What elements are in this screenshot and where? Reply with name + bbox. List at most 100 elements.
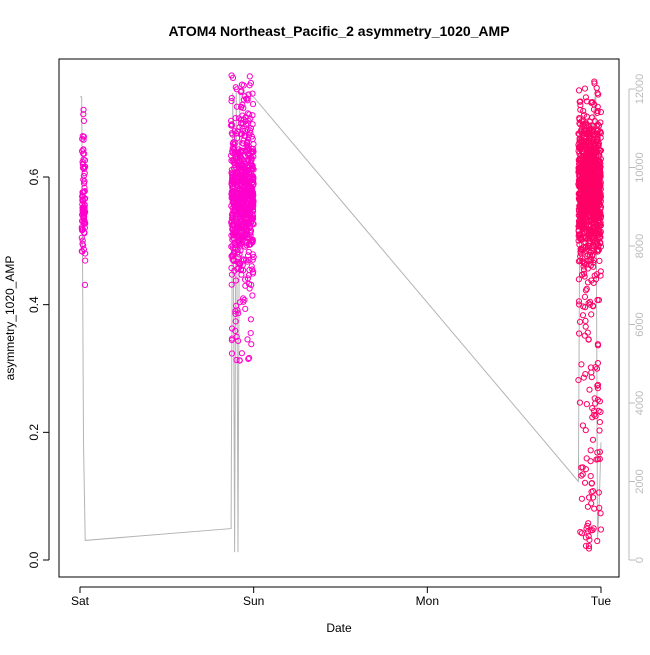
scatter-point bbox=[229, 245, 236, 252]
scatter-point bbox=[575, 177, 583, 184]
scatter-point bbox=[250, 145, 257, 152]
y2-tick-label: 10000 bbox=[634, 152, 646, 183]
y2-tick-label: 12000 bbox=[634, 74, 646, 105]
scatter-point bbox=[585, 131, 592, 138]
scatter-point bbox=[592, 413, 599, 420]
scatter-point bbox=[232, 115, 239, 122]
scatter-point bbox=[576, 301, 583, 308]
scatter-point bbox=[230, 258, 237, 265]
plot-layer bbox=[78, 72, 605, 553]
scatter-point bbox=[584, 156, 591, 163]
gray-line-series bbox=[80, 88, 602, 553]
scatter-point bbox=[247, 232, 254, 239]
scatter-point bbox=[593, 230, 600, 238]
scatter-point bbox=[584, 503, 592, 510]
scatter-point bbox=[240, 295, 247, 302]
scatter-point bbox=[244, 336, 251, 343]
scatter-point bbox=[584, 329, 591, 336]
scatter-point bbox=[581, 85, 589, 92]
scatter-point bbox=[580, 374, 587, 381]
scatter-point bbox=[243, 149, 250, 156]
scatter-point bbox=[229, 183, 236, 190]
scatter-point bbox=[593, 365, 601, 372]
scatter-point bbox=[595, 163, 602, 170]
scatter-point bbox=[228, 350, 236, 357]
x-tick-label: Sun bbox=[243, 594, 264, 608]
scatter-point bbox=[233, 186, 240, 193]
scatter-point bbox=[248, 149, 256, 156]
scatter-point bbox=[79, 201, 86, 208]
y-tick-label: 0.4 bbox=[27, 296, 41, 313]
scatter-point bbox=[590, 259, 597, 266]
scatter-point bbox=[578, 530, 586, 537]
scatter-point bbox=[239, 186, 246, 193]
scatter-point bbox=[239, 200, 246, 208]
scatter-point bbox=[596, 455, 603, 462]
scatter-point bbox=[578, 224, 585, 231]
scatter-point bbox=[249, 101, 257, 108]
scatter-point bbox=[597, 108, 605, 116]
scatter-point bbox=[578, 495, 586, 502]
scatter-point bbox=[592, 187, 599, 194]
scatter-point bbox=[594, 449, 601, 456]
scatter-point bbox=[595, 174, 602, 181]
y2-tick-label: 4000 bbox=[634, 391, 646, 415]
scatter-point bbox=[81, 184, 88, 191]
scatter-point bbox=[235, 195, 242, 202]
scatter-point bbox=[585, 336, 592, 343]
scatter-point bbox=[594, 385, 602, 392]
scatter-point bbox=[80, 180, 88, 187]
scatter-point bbox=[577, 248, 584, 255]
scatter-point bbox=[576, 330, 583, 337]
scatter-point bbox=[247, 79, 254, 87]
scatter-point bbox=[582, 427, 589, 434]
scatter-point bbox=[582, 542, 590, 550]
scatter-point bbox=[591, 118, 598, 125]
scatter-point bbox=[582, 466, 590, 473]
scatter-point bbox=[246, 256, 253, 263]
scatter-point bbox=[586, 229, 593, 236]
scatter-point bbox=[248, 189, 255, 196]
scatter-point bbox=[238, 104, 245, 111]
scatter-point bbox=[229, 226, 236, 233]
scatter-cluster-1 bbox=[228, 72, 257, 364]
scatter-point bbox=[240, 140, 247, 147]
scatter-point bbox=[248, 281, 255, 288]
scatter-point bbox=[597, 195, 604, 202]
scatter-point bbox=[581, 203, 588, 210]
scatter-point bbox=[586, 298, 594, 305]
axis-layer: 0.0 0.2 0.4 0.6 Sat Sun Mon Tue 0 2000 4000 6000 800… bbox=[27, 58, 646, 608]
scatter-point bbox=[249, 173, 257, 180]
scatter-point bbox=[247, 330, 254, 337]
scatter-point bbox=[242, 276, 249, 283]
scatter-point bbox=[583, 455, 590, 462]
scatter-point bbox=[597, 192, 604, 199]
scatter-point bbox=[576, 98, 583, 105]
scatter-point bbox=[582, 235, 589, 242]
scatter-point bbox=[592, 178, 599, 185]
scatter-point bbox=[246, 285, 253, 292]
scatter-point bbox=[579, 312, 587, 319]
scatter-point bbox=[232, 310, 239, 317]
y2-tick-label: 8000 bbox=[634, 234, 646, 258]
scatter-point bbox=[580, 210, 587, 217]
scatter-point bbox=[249, 162, 256, 169]
scatter-point bbox=[247, 215, 254, 222]
scatter-point bbox=[592, 400, 599, 407]
scatter-point bbox=[592, 276, 600, 283]
scatter-point bbox=[242, 188, 250, 195]
scatter-point bbox=[595, 489, 602, 496]
scatter-point bbox=[235, 204, 242, 211]
scatter-point bbox=[229, 256, 236, 263]
x-tick-label: Sat bbox=[71, 594, 90, 608]
scatter-point bbox=[228, 169, 235, 176]
scatter-point bbox=[233, 189, 240, 196]
scatter-point bbox=[593, 456, 600, 463]
scatter-point bbox=[233, 356, 240, 364]
scatter-point bbox=[589, 149, 596, 156]
scatter-point bbox=[241, 132, 248, 139]
scatter-point bbox=[585, 542, 593, 550]
scatter-point bbox=[228, 157, 235, 164]
scatter-point bbox=[238, 271, 245, 278]
scatter-point bbox=[581, 111, 588, 119]
